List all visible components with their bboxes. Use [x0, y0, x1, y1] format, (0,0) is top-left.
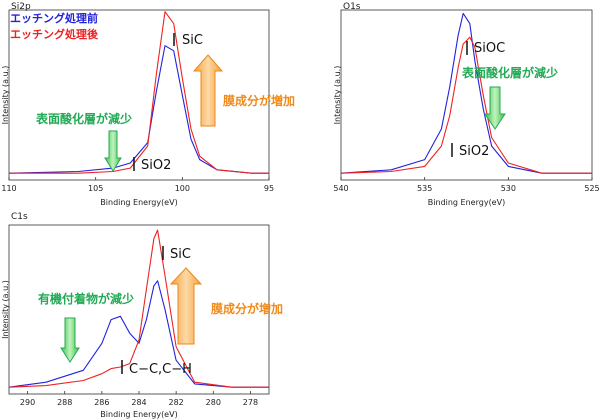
x-tick-label: 290 — [20, 398, 35, 407]
panel-c1s: 290 288 286 284 282 280 278 Binding Energy(eV) I… — [1, 212, 270, 419]
panel-o1s: 540 535 530 525 Binding Energy(eV) Intensity … — [333, 2, 600, 207]
o1s-green-label: 表面酸化層が減少 — [461, 65, 558, 80]
panel-title: O1s — [343, 2, 361, 12]
c1s-green-arrow — [60, 317, 80, 363]
x-tick-label: 110 — [1, 184, 16, 193]
series-line-after — [340, 36, 592, 174]
x-axis-label: Binding Energy(eV) — [100, 198, 177, 207]
x-tick-label: 540 — [333, 184, 348, 193]
x-tick-label: 105 — [88, 184, 103, 193]
o1s-green-arrow — [484, 86, 506, 130]
y-axis-label: Intensity (a.u.) — [333, 66, 342, 125]
x-tick-label: 95 — [264, 184, 274, 193]
x-tick-label: 282 — [169, 398, 184, 407]
x-tick-label: 278 — [243, 398, 258, 407]
plot-frame — [340, 9, 593, 181]
panel-title: Si2p — [11, 2, 31, 12]
x-tick-label: 284 — [131, 398, 146, 407]
c1s-green-label: 有機付着物が減少 — [38, 291, 134, 306]
series-line-before — [340, 12, 592, 174]
panel-title: C1s — [11, 212, 28, 222]
o1s-sioc-label: SiOC — [474, 41, 505, 56]
x-axis-label: Binding Energy(eV) — [100, 410, 177, 419]
si2p-orange-label: 膜成分が増加 — [223, 93, 295, 108]
legend-before: エッチング処理前 — [10, 11, 98, 25]
y-axis-label: Intensity (a.u.) — [1, 66, 10, 125]
c1s-cc-label: C−C,C−H — [129, 362, 192, 377]
c1s-sic-label: SiC — [170, 247, 191, 262]
x-axis-label: Binding Energy(eV) — [428, 198, 505, 207]
panel-si2p: 110 105 100 95 Binding Energy(eV) Intensity (… — [1, 2, 274, 207]
series-line-after — [9, 11, 269, 174]
x-tick-label: 535 — [417, 184, 432, 193]
series-line-before — [8, 280, 269, 388]
si2p-green-arrow — [104, 130, 122, 172]
x-tick-label: 530 — [501, 184, 516, 193]
x-tick-label: 100 — [175, 184, 190, 193]
si2p-sic-label: SiC — [182, 33, 203, 48]
x-tick-label: 288 — [57, 398, 72, 407]
series-line-after — [8, 229, 269, 388]
x-tick-label: 286 — [94, 398, 109, 407]
c1s-orange-arrow — [169, 267, 203, 345]
legend-after: エッチング処理後 — [10, 27, 99, 41]
si2p-orange-arrow — [192, 54, 224, 127]
plot-frame — [8, 224, 270, 395]
x-tick-label: 280 — [206, 398, 221, 407]
y-axis-label: Intensity (a.u.) — [1, 280, 10, 339]
c1s-orange-label: 膜成分が増加 — [211, 301, 283, 316]
plot-frame — [8, 9, 270, 181]
si2p-green-label: 表面酸化層が減少 — [35, 111, 132, 126]
si2p-sio2-label: SiO2 — [141, 158, 171, 173]
o1s-sio2-label: SiO2 — [459, 144, 489, 159]
x-tick-label: 525 — [584, 184, 599, 193]
